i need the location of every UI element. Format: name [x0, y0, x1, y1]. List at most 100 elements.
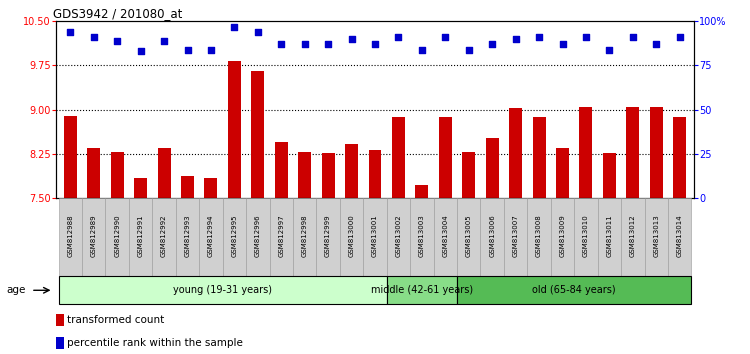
Bar [509, 108, 522, 198]
Text: GSM813000: GSM813000 [349, 214, 355, 257]
Text: GSM813009: GSM813009 [560, 214, 566, 257]
Text: GSM812997: GSM812997 [278, 214, 284, 257]
Point [416, 47, 428, 52]
Bar [82, 198, 106, 276]
Bar [87, 148, 100, 198]
Point [533, 34, 545, 40]
Bar [486, 138, 499, 198]
Bar [316, 198, 340, 276]
Bar [603, 153, 616, 198]
Point [252, 29, 264, 35]
Bar [439, 118, 452, 198]
Bar [58, 276, 387, 304]
Bar [152, 198, 176, 276]
Text: GSM812989: GSM812989 [91, 214, 97, 257]
Bar [387, 198, 410, 276]
Text: middle (42-61 years): middle (42-61 years) [370, 285, 473, 295]
Bar [158, 148, 170, 198]
Bar [532, 117, 545, 198]
Bar [64, 116, 76, 198]
Text: GSM812993: GSM812993 [184, 214, 190, 257]
Point [135, 48, 147, 54]
Bar [251, 72, 264, 198]
Bar [457, 276, 692, 304]
Bar [298, 152, 311, 198]
Point [440, 34, 452, 40]
Text: GSM812991: GSM812991 [138, 214, 144, 257]
Bar [621, 198, 644, 276]
Bar [111, 152, 124, 198]
Point [674, 34, 686, 40]
Bar [387, 276, 457, 304]
Point [486, 41, 498, 47]
Point [369, 41, 381, 47]
Point [182, 47, 194, 52]
Bar [228, 61, 241, 198]
Point [88, 34, 100, 40]
Bar [223, 198, 246, 276]
Point [556, 41, 568, 47]
Point [111, 38, 123, 44]
Point [603, 47, 615, 52]
Bar [392, 118, 405, 198]
Bar [556, 148, 569, 198]
Bar [626, 107, 639, 198]
Point [275, 41, 287, 47]
Text: GSM812996: GSM812996 [255, 214, 261, 257]
Text: old (65-84 years): old (65-84 years) [532, 285, 616, 295]
Text: GSM813010: GSM813010 [583, 214, 589, 257]
Bar [368, 150, 382, 198]
Text: GSM812990: GSM812990 [114, 214, 120, 257]
Text: young (19-31 years): young (19-31 years) [173, 285, 272, 295]
Text: transformed count: transformed count [68, 315, 165, 325]
Bar [527, 198, 550, 276]
Bar [504, 198, 527, 276]
Bar [269, 198, 293, 276]
Text: GSM812994: GSM812994 [208, 215, 214, 257]
Point [205, 47, 217, 52]
Text: GSM813001: GSM813001 [372, 214, 378, 257]
Text: GSM812999: GSM812999 [325, 214, 331, 257]
Text: GSM812998: GSM812998 [302, 214, 307, 257]
Bar [56, 314, 64, 326]
Bar [129, 198, 152, 276]
Bar [598, 198, 621, 276]
Point [392, 34, 404, 40]
Bar [58, 198, 82, 276]
Text: GSM813012: GSM813012 [630, 214, 636, 257]
Point [228, 24, 240, 29]
Bar [668, 198, 692, 276]
Text: GSM813005: GSM813005 [466, 214, 472, 257]
Bar [410, 198, 434, 276]
Bar [322, 153, 334, 198]
Point [298, 41, 310, 47]
Point [650, 41, 662, 47]
Point [627, 34, 639, 40]
Bar [416, 185, 428, 198]
Text: GSM813006: GSM813006 [489, 214, 495, 257]
Bar [550, 198, 574, 276]
Bar [674, 117, 686, 198]
Text: GDS3942 / 201080_at: GDS3942 / 201080_at [53, 7, 182, 20]
Bar [457, 198, 481, 276]
Text: age: age [6, 285, 26, 295]
Text: GSM812995: GSM812995 [231, 215, 237, 257]
Bar [433, 198, 457, 276]
Bar [181, 176, 194, 198]
Bar [176, 198, 200, 276]
Text: GSM812992: GSM812992 [161, 215, 167, 257]
Bar [644, 198, 668, 276]
Point [64, 29, 76, 35]
Text: GSM813011: GSM813011 [606, 214, 612, 257]
Bar [580, 107, 592, 198]
Bar [462, 152, 476, 198]
Text: GSM813008: GSM813008 [536, 214, 542, 257]
Bar [340, 198, 363, 276]
Bar [274, 142, 288, 198]
Text: GSM813004: GSM813004 [442, 214, 448, 257]
Text: GSM813002: GSM813002 [395, 214, 401, 257]
Text: GSM813014: GSM813014 [676, 214, 682, 257]
Text: GSM813003: GSM813003 [419, 214, 424, 257]
Point [580, 34, 592, 40]
Bar [481, 198, 504, 276]
